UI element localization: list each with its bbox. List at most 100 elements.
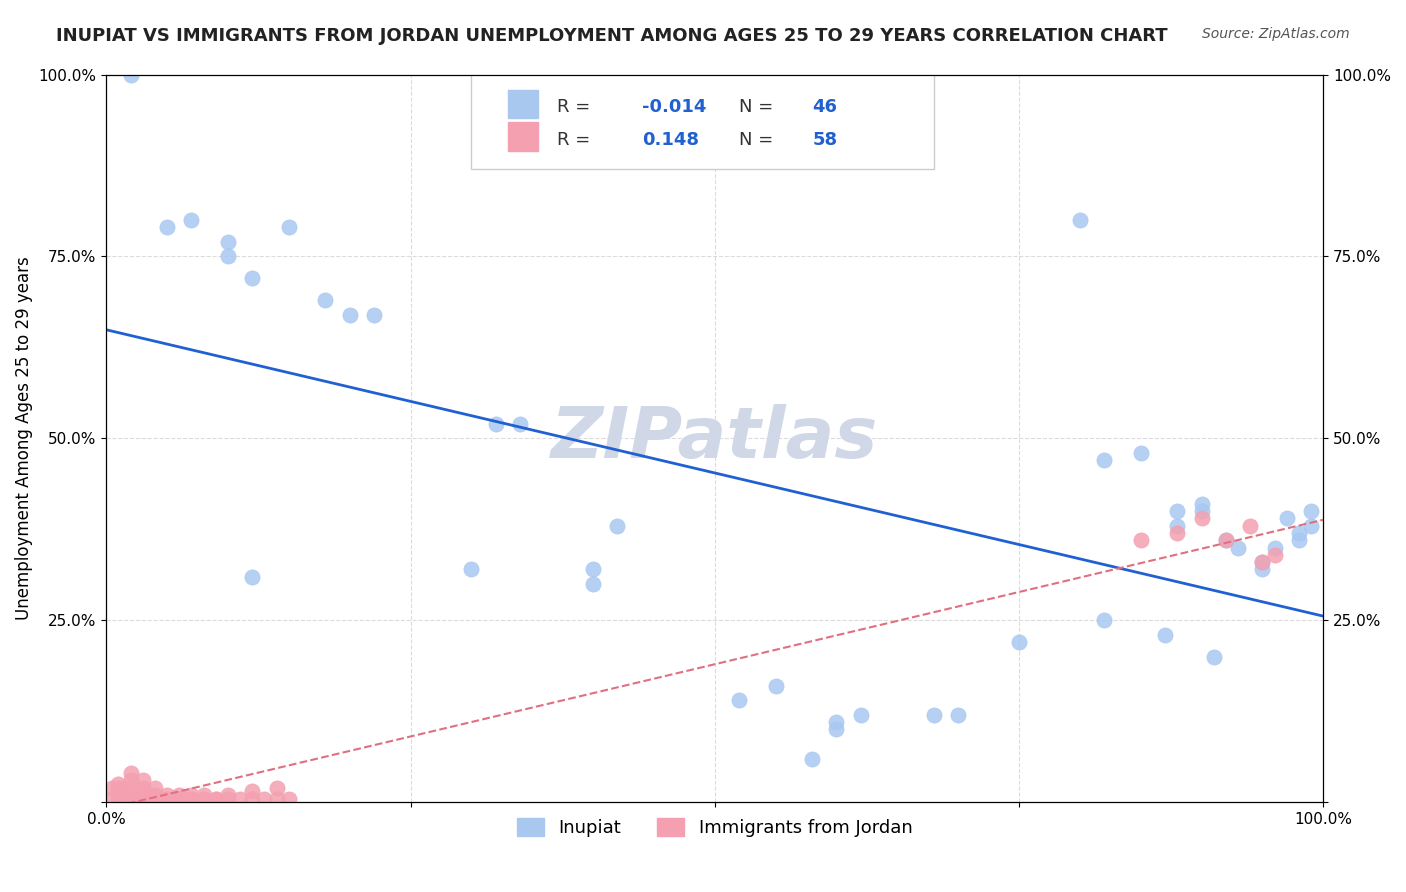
Point <box>1215 533 1237 548</box>
Point <box>217 250 239 264</box>
Point <box>138 788 160 802</box>
Point <box>1166 504 1188 518</box>
Point <box>180 213 202 227</box>
Point <box>1129 533 1152 548</box>
FancyBboxPatch shape <box>508 122 538 151</box>
Point <box>240 569 263 583</box>
Text: 0.148: 0.148 <box>641 131 699 149</box>
Legend: Inupiat, Immigrants from Jordan: Inupiat, Immigrants from Jordan <box>510 811 920 844</box>
Text: N =: N = <box>740 98 773 116</box>
Point <box>169 791 191 805</box>
Point <box>229 791 252 805</box>
Point <box>204 791 226 805</box>
Point <box>1202 649 1225 664</box>
Point <box>1166 526 1188 541</box>
Point <box>314 293 336 307</box>
Point <box>1301 518 1323 533</box>
Point <box>728 693 751 707</box>
Point <box>156 791 179 805</box>
Point <box>217 235 239 249</box>
Point <box>101 791 124 805</box>
Text: 58: 58 <box>813 131 837 149</box>
Point <box>240 271 263 285</box>
Point <box>1251 555 1274 569</box>
Point <box>107 780 129 795</box>
Point <box>1008 635 1031 649</box>
Text: R =: R = <box>557 98 591 116</box>
Y-axis label: Unemployment Among Ages 25 to 29 years: Unemployment Among Ages 25 to 29 years <box>15 257 32 620</box>
Point <box>114 791 136 805</box>
FancyBboxPatch shape <box>508 89 538 118</box>
Point <box>240 784 263 798</box>
Point <box>120 780 142 795</box>
Point <box>363 308 385 322</box>
Point <box>120 68 142 82</box>
Text: INUPIAT VS IMMIGRANTS FROM JORDAN UNEMPLOYMENT AMONG AGES 25 TO 29 YEARS CORRELA: INUPIAT VS IMMIGRANTS FROM JORDAN UNEMPL… <box>56 27 1168 45</box>
Point <box>120 788 142 802</box>
Text: -0.014: -0.014 <box>641 98 706 116</box>
Point <box>1251 562 1274 576</box>
Point <box>1092 613 1115 627</box>
Point <box>1288 526 1310 541</box>
Point <box>277 791 299 805</box>
Point <box>606 518 628 533</box>
Point <box>277 220 299 235</box>
Point <box>180 791 202 805</box>
Point <box>107 791 129 805</box>
Point <box>1166 518 1188 533</box>
Point <box>582 577 605 591</box>
Point <box>132 788 155 802</box>
Point <box>1275 511 1298 525</box>
Text: N =: N = <box>740 131 773 149</box>
Point <box>1301 504 1323 518</box>
Point <box>849 708 872 723</box>
Point <box>1129 446 1152 460</box>
Point <box>204 791 226 805</box>
Point <box>1264 541 1286 555</box>
Point <box>946 708 969 723</box>
FancyBboxPatch shape <box>471 70 934 169</box>
Point <box>120 766 142 780</box>
Point <box>266 791 288 805</box>
Point <box>132 780 155 795</box>
Point <box>266 780 288 795</box>
Point <box>156 788 179 802</box>
Point <box>107 777 129 791</box>
Point <box>143 788 166 802</box>
Point <box>765 679 787 693</box>
Text: ZIPatlas: ZIPatlas <box>551 404 879 473</box>
Point <box>169 791 191 805</box>
Point <box>240 791 263 805</box>
Point <box>1069 213 1091 227</box>
Point <box>217 788 239 802</box>
Text: 46: 46 <box>813 98 837 116</box>
Point <box>825 715 848 730</box>
Point <box>1191 504 1213 518</box>
Point <box>1227 541 1250 555</box>
Point <box>169 788 191 802</box>
Point <box>460 562 482 576</box>
Point <box>1215 533 1237 548</box>
Point <box>217 791 239 805</box>
Point <box>120 773 142 788</box>
Point <box>114 780 136 795</box>
Point <box>132 791 155 805</box>
Point <box>1191 511 1213 525</box>
Point <box>253 791 276 805</box>
Point <box>1264 548 1286 562</box>
Point <box>1092 453 1115 467</box>
Point <box>120 791 142 805</box>
Text: Source: ZipAtlas.com: Source: ZipAtlas.com <box>1202 27 1350 41</box>
Point <box>132 773 155 788</box>
Point <box>922 708 945 723</box>
Point <box>485 417 508 431</box>
Point <box>132 791 155 805</box>
Point <box>143 791 166 805</box>
Point <box>180 791 202 805</box>
Point <box>509 417 531 431</box>
Point <box>180 788 202 802</box>
Point <box>339 308 361 322</box>
Point <box>1251 555 1274 569</box>
Point <box>107 784 129 798</box>
Point <box>125 788 148 802</box>
